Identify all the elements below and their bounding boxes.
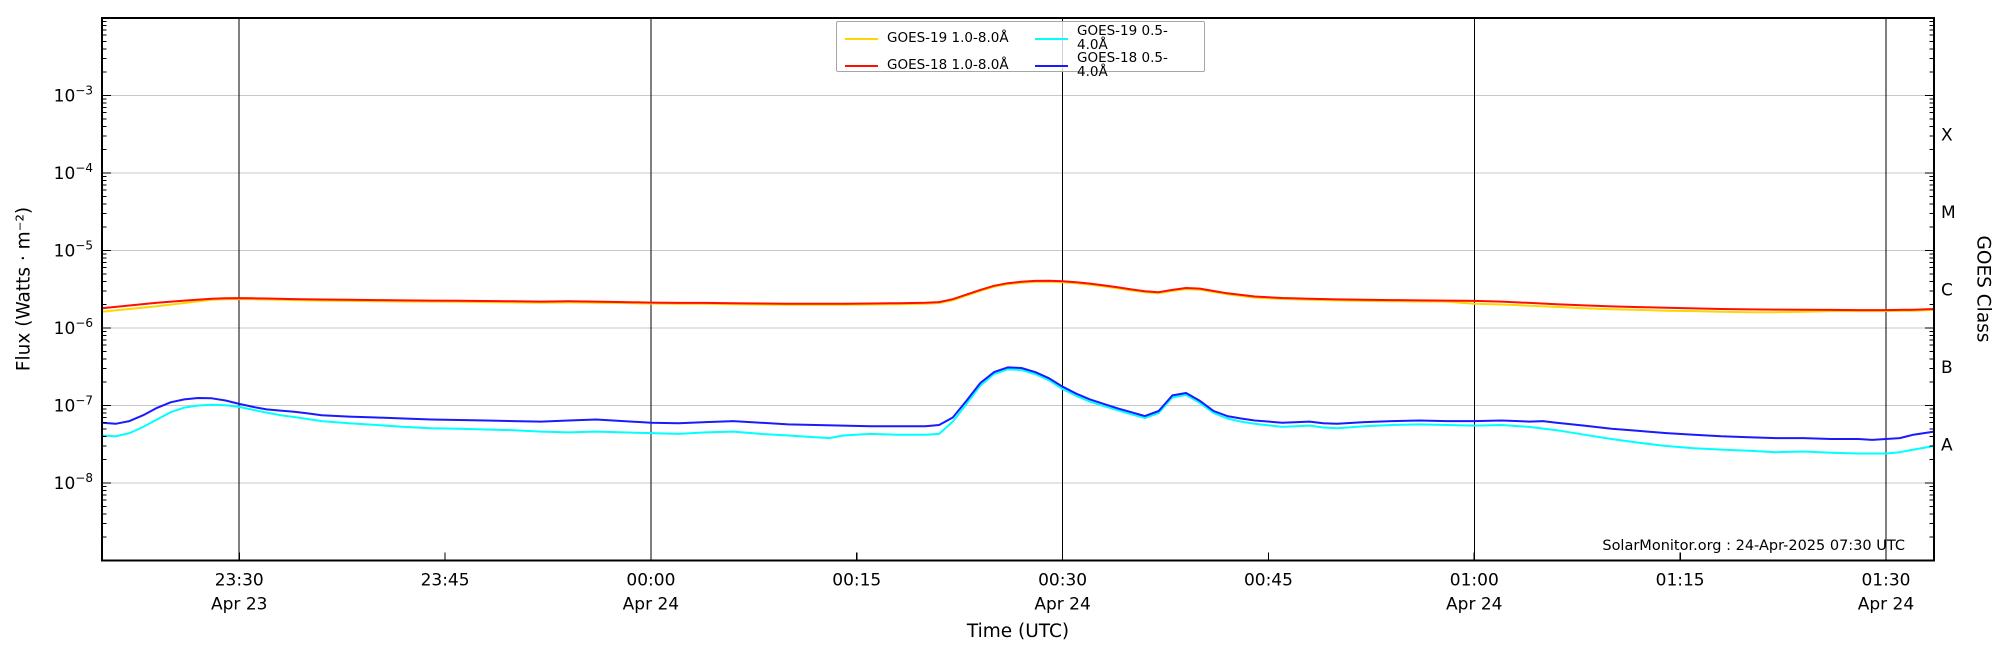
legend-line-goes18-short-icon [1035, 64, 1068, 67]
x-tick-date: Apr 24 [1446, 595, 1502, 615]
series-3 [101, 366, 1935, 441]
series-1 [101, 279, 1935, 312]
x-tick-date: Apr 23 [211, 595, 267, 615]
legend-label: GOES-18 1.0-8.0Å [887, 56, 1009, 73]
legend-label: GOES-19 0.5-4.0Å [1077, 23, 1168, 53]
x-tick-time: 01:30 [1861, 571, 1910, 591]
y-tick-label: 10−8 [54, 471, 93, 494]
goes-class-letter-X: X [1941, 125, 1953, 145]
x-tick-date: Apr 24 [1034, 595, 1090, 615]
legend-line-goes19-short-icon [1035, 37, 1068, 40]
x-axis-label-time: Time (UTC) [966, 621, 1070, 642]
series-2 [101, 368, 1935, 455]
x-tick-time: 00:00 [626, 571, 675, 591]
axis-ticks [102, 21, 1934, 561]
goes-class-letter-C: C [1941, 280, 1953, 300]
x-tick-time: 00:45 [1244, 571, 1293, 591]
y-tick-label: 10−6 [54, 316, 93, 339]
legend-line-goes18-long-icon [845, 64, 878, 67]
x-tick-time: 00:15 [832, 571, 881, 591]
y-axis-label-flux: Flux (Watts · m⁻²) [13, 206, 35, 372]
legend-label: GOES-18 0.5-4.0Å [1077, 50, 1168, 80]
x-tick-time: 23:45 [421, 571, 470, 591]
watermark-text: SolarMonitor.org : 24-Apr-2025 07:30 UTC [1602, 538, 1905, 554]
x-tick-date: Apr 24 [623, 595, 679, 615]
legend: GOES-19 1.0-8.0Å GOES-19 0.5-4.0Å GOES-1… [836, 21, 1205, 78]
y-tick-label: 10−4 [54, 161, 93, 184]
y-axis-label-goes-class: GOES Class [1972, 235, 1994, 343]
legend-line-goes19-long-icon [845, 37, 878, 40]
y-tick-label: 10−5 [54, 239, 93, 262]
x-tick-time: 01:00 [1450, 571, 1499, 591]
legend-item-goes18-long: GOES-18 1.0-8.0Å [845, 52, 1035, 79]
y-tick-label: 10−3 [54, 84, 93, 107]
date-gridlines [238, 18, 1887, 561]
axes-spines [101, 17, 1935, 562]
goes-class-letter-M: M [1941, 203, 1956, 223]
legend-item-goes19-short: GOES-19 0.5-4.0Å [1035, 23, 1196, 53]
goes-class-letter-A: A [1941, 435, 1953, 455]
x-tick-date: Apr 24 [1858, 595, 1914, 615]
legend-item-goes18-short: GOES-18 0.5-4.0Å [1035, 50, 1196, 80]
flux-curves [101, 279, 1935, 455]
y-tick-label: 10−7 [54, 394, 93, 417]
x-tick-time: 01:15 [1656, 571, 1705, 591]
x-tick-time: 23:30 [215, 571, 264, 591]
tick-labels: 23:30 Apr 23 23:45 00:00 Apr 24 00:15 00:30 Apr… [54, 84, 1956, 615]
y-gridlines [102, 95, 1934, 484]
x-tick-time: 00:30 [1038, 571, 1087, 591]
goes-class-letter-B: B [1941, 358, 1953, 378]
legend-item-goes19-long: GOES-19 1.0-8.0Å [845, 25, 1035, 52]
legend-label: GOES-19 1.0-8.0Å [887, 29, 1009, 46]
